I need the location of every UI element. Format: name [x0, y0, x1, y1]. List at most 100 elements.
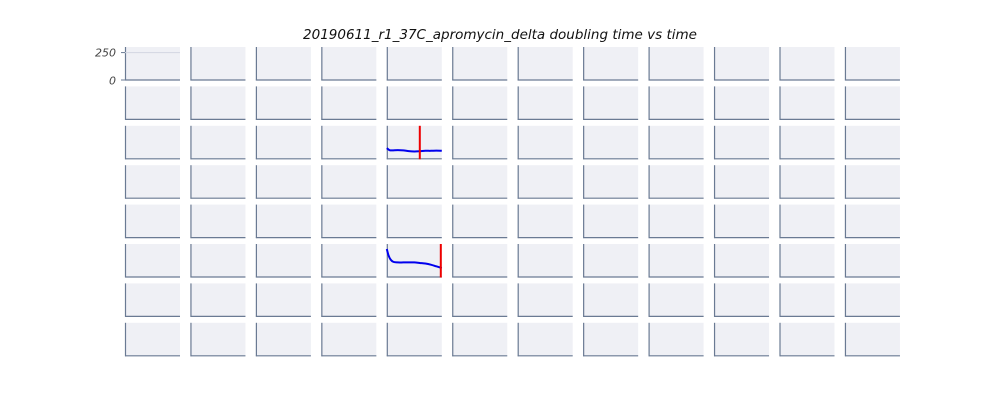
panel-r7-c11 — [844, 322, 900, 357]
panel-background — [255, 125, 311, 160]
panel-background — [321, 283, 377, 317]
panel-r1-c8 — [648, 86, 704, 121]
panel-background — [714, 322, 770, 357]
panel-r1-c5 — [452, 86, 508, 121]
panel-r6-c10 — [779, 283, 835, 317]
panel-background — [321, 244, 377, 278]
panel-r2-c4 — [386, 125, 442, 160]
series-line-0 — [386, 147, 442, 153]
panel-background — [844, 204, 900, 239]
panel-r1-c6 — [517, 86, 573, 121]
panel-background — [517, 244, 573, 278]
panel-r5-c3 — [321, 244, 377, 278]
panel-r0-c4 — [386, 47, 442, 81]
panel-background — [255, 322, 311, 357]
panel-r1-c7 — [583, 86, 639, 121]
panel-r0-c0: 250 0 — [95, 47, 180, 88]
panel-background — [321, 125, 377, 160]
panel-r6-c0 — [124, 283, 180, 317]
panel-r0-c11 — [844, 47, 900, 81]
panel-background — [190, 165, 246, 199]
panel-r0-c2 — [255, 47, 311, 81]
panel-r6-c1 — [190, 283, 246, 317]
panel-background — [190, 204, 246, 239]
ytick-label-0: 0 — [109, 75, 116, 88]
panel-background — [779, 86, 835, 120]
panel-r1-c3 — [321, 86, 377, 121]
panel-background — [648, 322, 704, 357]
panel-r7-c9 — [713, 322, 770, 357]
panel-background — [779, 125, 835, 160]
panel-background — [452, 165, 508, 199]
panel-background — [648, 204, 704, 239]
panel-r5-c0 — [124, 244, 180, 278]
panel-r0-c1 — [190, 47, 246, 81]
panel-background — [517, 322, 573, 357]
panel-background — [517, 204, 573, 239]
panel-r5-c5 — [452, 244, 508, 278]
panel-background — [583, 47, 639, 81]
panel-r4-c10 — [779, 204, 835, 239]
panel-background — [714, 204, 770, 239]
panel-r0-c6 — [517, 47, 573, 81]
panel-r7-c7 — [583, 322, 639, 357]
panel-r6-c9 — [713, 283, 770, 317]
panel-r3-c8 — [648, 165, 704, 199]
panel-background — [714, 86, 770, 120]
panel-r2-c6 — [517, 125, 573, 160]
panel-r3-c0 — [124, 165, 180, 199]
panel-r3-c7 — [583, 165, 639, 199]
panel-background — [255, 165, 311, 199]
panel-r7-c5 — [452, 322, 508, 357]
panel-r3-c4 — [386, 165, 442, 199]
panel-r0-c5 — [452, 47, 508, 81]
panel-r7-c3 — [321, 322, 377, 357]
panel-background — [844, 165, 900, 199]
panel-r6-c7 — [583, 283, 639, 317]
panel-background — [714, 244, 770, 278]
panel-r2-c7 — [583, 125, 639, 160]
panel-r0-c10 — [779, 47, 835, 81]
panel-background — [452, 283, 508, 317]
panel-background — [125, 125, 180, 160]
panel-r4-c4 — [386, 204, 442, 239]
panel-r7-c10 — [779, 322, 835, 357]
panel-background — [844, 47, 900, 81]
panel-r2-c9 — [713, 125, 770, 160]
panel-r1-c4 — [386, 86, 442, 121]
panel-r4-c5 — [452, 204, 508, 239]
panel-background — [779, 165, 835, 199]
panel-background — [517, 283, 573, 317]
panel-r0-c8 — [648, 47, 704, 81]
panel-r5-c8 — [648, 244, 704, 278]
panel-r5-c4 — [386, 244, 442, 278]
ytick-label-250: 250 — [95, 47, 116, 60]
panel-background — [844, 125, 900, 160]
panel-background — [714, 283, 770, 317]
panel-background — [452, 125, 508, 160]
panel-background — [190, 125, 246, 160]
panel-r0-c3 — [321, 47, 377, 81]
panel-r1-c9 — [713, 86, 770, 121]
panel-r3-c6 — [517, 165, 573, 199]
panel-r1-c11 — [844, 86, 900, 121]
panel-background — [648, 47, 704, 81]
small-multiples-grid: 250 0 — [95, 47, 900, 357]
panel-background — [648, 283, 704, 317]
panel-r4-c8 — [648, 204, 704, 239]
panel-background — [583, 165, 639, 199]
panel-r5-c1 — [190, 244, 246, 278]
panel-background — [190, 322, 246, 357]
panel-r4-c2 — [255, 204, 311, 239]
panel-background — [386, 244, 442, 278]
panel-background — [779, 47, 835, 81]
panel-background — [125, 322, 180, 357]
panel-background — [452, 47, 508, 81]
panel-r6-c2 — [255, 283, 311, 317]
panel-r5-c2 — [255, 244, 311, 278]
panel-background — [255, 47, 311, 81]
panel-background — [844, 86, 900, 120]
panel-background — [648, 244, 704, 278]
panel-background — [583, 283, 639, 317]
